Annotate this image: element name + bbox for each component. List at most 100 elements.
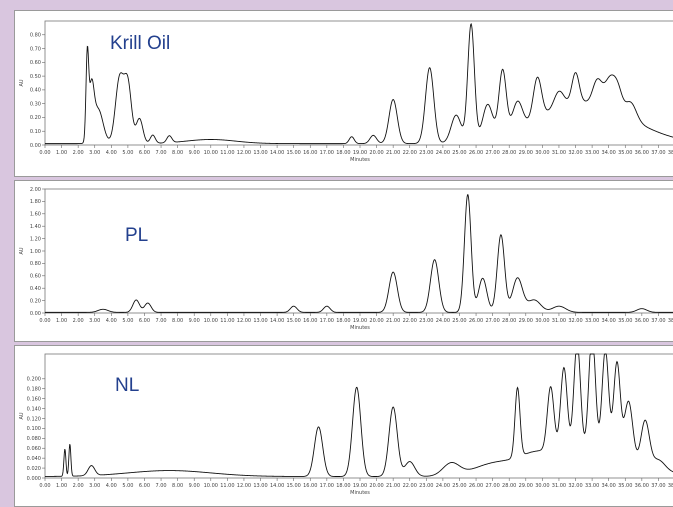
x-tick-label: 16.00 — [303, 150, 317, 156]
x-tick-label: 9.00 — [189, 483, 200, 489]
y-tick-label: 0.200 — [27, 377, 41, 383]
x-tick-label: 35.00 — [618, 483, 632, 489]
y-tick-label: 0.120 — [27, 416, 41, 422]
x-tick-label: 10.00 — [204, 318, 218, 324]
x-tick-label: 1.00 — [56, 483, 67, 489]
x-tick-label: 28.00 — [502, 483, 516, 489]
y-tick-label: 0.040 — [27, 456, 41, 462]
x-axis-title: Minutes — [350, 490, 370, 496]
pl-chromatogram: 0.00 0.20 0.40 0.60 0.80 1.00 1.20 1.40 1.60 1.80… — [19, 187, 673, 331]
x-tick-label: 38.00 — [668, 150, 673, 156]
x-tick-label: 29.00 — [519, 483, 533, 489]
x-tick-label: 2.00 — [73, 483, 84, 489]
y-tick-label: 0.10 — [30, 129, 41, 135]
x-tick-label: 33.00 — [585, 150, 599, 156]
x-tick-label: 6.00 — [139, 318, 150, 324]
y-axis-title: AU — [19, 79, 25, 86]
x-tick-label: 32.00 — [568, 150, 582, 156]
x-tick-label: 32.00 — [568, 318, 582, 324]
y-tick-label: 0.160 — [27, 396, 41, 402]
x-tick-label: 27.00 — [485, 318, 499, 324]
x-tick-label: 24.00 — [436, 150, 450, 156]
x-tick-label: 29.00 — [519, 150, 533, 156]
x-tick-label: 4.00 — [106, 318, 117, 324]
panel-title: NL — [115, 375, 139, 396]
x-tick-label: 0.00 — [39, 150, 50, 156]
x-tick-label: 0.00 — [39, 318, 50, 324]
x-tick-label: 36.00 — [635, 318, 649, 324]
x-tick-label: 14.00 — [270, 318, 284, 324]
x-tick-label: 37.00 — [651, 483, 665, 489]
x-tick-label: 15.00 — [287, 150, 301, 156]
pl-chromatogram-panel: 0.00 0.20 0.40 0.60 0.80 1.00 1.20 1.40 1.60 1.80… — [14, 180, 673, 342]
x-tick-label: 31.00 — [552, 150, 566, 156]
x-tick-label: 22.00 — [403, 150, 417, 156]
x-tick-label: 11.00 — [220, 318, 234, 324]
chromatogram-trace — [44, 353, 673, 477]
x-tick-label: 8.00 — [172, 150, 183, 156]
y-tick-label: 0.80 — [30, 33, 41, 39]
x-tick-label: 12.00 — [237, 483, 251, 489]
x-axis-title: Minutes — [350, 325, 370, 331]
x-tick-label: 19.00 — [353, 318, 367, 324]
x-tick-label: 37.00 — [651, 150, 665, 156]
x-tick-label: 16.00 — [303, 483, 317, 489]
x-tick-label: 30.00 — [535, 150, 549, 156]
x-tick-label: 5.00 — [122, 483, 133, 489]
x-tick-label: 5.00 — [122, 150, 133, 156]
x-tick-label: 35.00 — [618, 150, 632, 156]
x-tick-label: 38.00 — [668, 483, 673, 489]
y-tick-label: 0.70 — [30, 46, 41, 52]
x-tick-label: 8.00 — [172, 483, 183, 489]
y-tick-label: 0.60 — [30, 60, 41, 66]
y-tick-label: 0.080 — [27, 436, 41, 442]
y-tick-label: 1.20 — [30, 236, 41, 242]
chromatogram-trace — [45, 22, 673, 145]
x-tick-label: 0.00 — [39, 483, 50, 489]
x-tick-label: 16.00 — [303, 318, 317, 324]
y-tick-label: 0.020 — [27, 466, 41, 472]
plot-frame — [44, 353, 673, 479]
x-tick-label: 30.00 — [535, 318, 549, 324]
y-tick-label: 1.60 — [30, 212, 41, 218]
x-tick-label: 34.00 — [602, 150, 616, 156]
x-tick-label: 19.00 — [353, 483, 367, 489]
x-tick-label: 1.00 — [56, 318, 67, 324]
x-tick-label: 13.00 — [253, 150, 267, 156]
x-tick-label: 23.00 — [419, 483, 433, 489]
x-tick-label: 13.00 — [253, 318, 267, 324]
chromatogram-trace — [45, 194, 673, 313]
x-tick-label: 33.00 — [585, 318, 599, 324]
x-tick-label: 15.00 — [287, 318, 301, 324]
x-tick-label: 36.00 — [635, 483, 649, 489]
x-tick-label: 20.00 — [369, 318, 383, 324]
x-tick-label: 26.00 — [469, 150, 483, 156]
x-tick-label: 35.00 — [618, 318, 632, 324]
y-tick-label: 0.000 — [27, 476, 41, 482]
x-tick-label: 10.00 — [204, 483, 218, 489]
x-tick-label: 29.00 — [519, 318, 533, 324]
x-tick-label: 7.00 — [155, 150, 166, 156]
x-tick-label: 28.00 — [502, 318, 516, 324]
x-axis-title: Minutes — [350, 157, 370, 163]
x-tick-label: 17.00 — [320, 483, 334, 489]
x-tick-label: 24.00 — [436, 483, 450, 489]
plot-frame — [44, 188, 673, 314]
y-tick-label: 1.80 — [30, 199, 41, 205]
x-tick-label: 13.00 — [253, 483, 267, 489]
x-tick-label: 20.00 — [369, 483, 383, 489]
x-tick-label: 2.00 — [73, 318, 84, 324]
y-tick-label: 0.140 — [27, 406, 41, 412]
x-tick-label: 25.00 — [452, 318, 466, 324]
x-tick-label: 11.00 — [220, 150, 234, 156]
y-tick-label: 0.20 — [30, 115, 41, 121]
x-tick-label: 17.00 — [320, 150, 334, 156]
y-tick-label: 0.80 — [30, 261, 41, 267]
y-tick-label: 0.60 — [30, 274, 41, 280]
x-tick-label: 17.00 — [320, 318, 334, 324]
x-tick-label: 34.00 — [602, 483, 616, 489]
y-tick-label: 1.00 — [30, 249, 41, 255]
x-tick-label: 5.00 — [122, 318, 133, 324]
y-tick-label: 0.00 — [30, 311, 41, 317]
x-tick-label: 6.00 — [139, 483, 150, 489]
